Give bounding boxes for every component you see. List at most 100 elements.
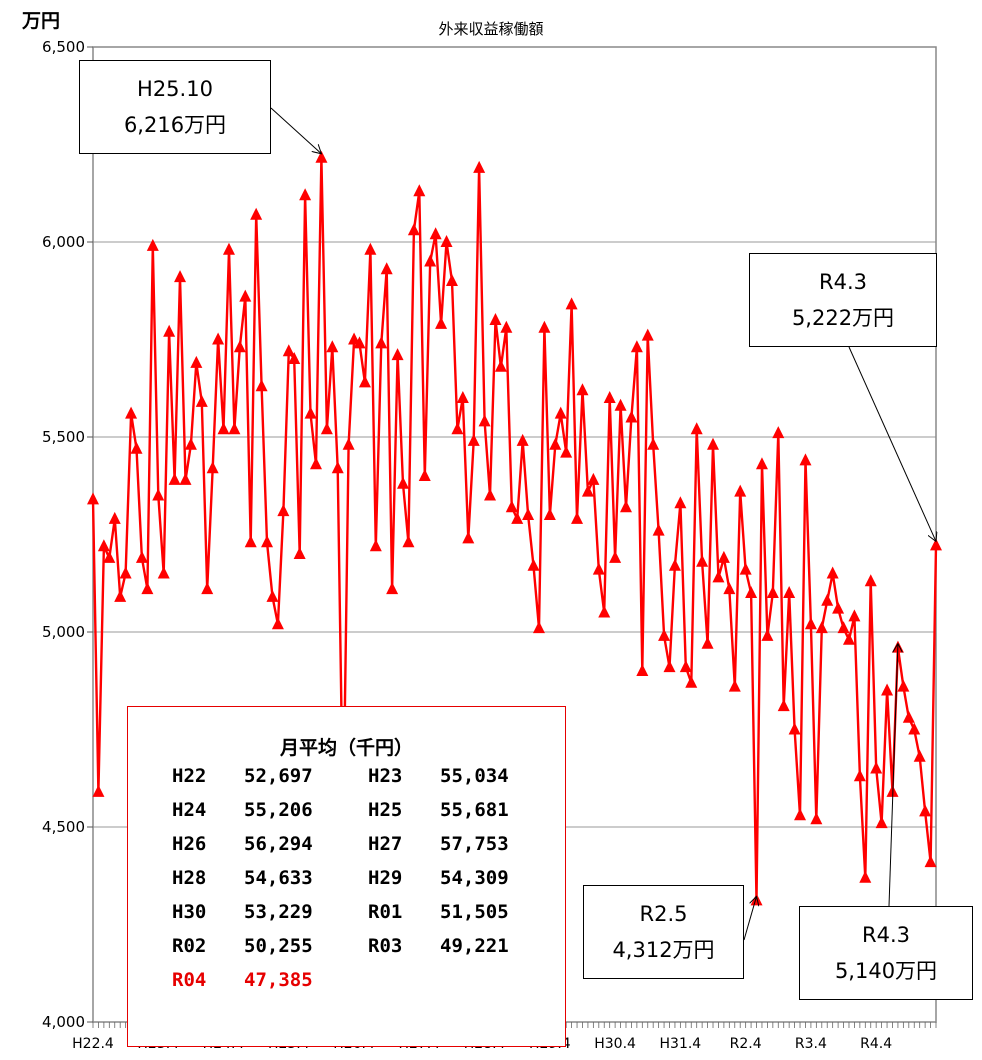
data-point-marker (163, 324, 176, 337)
average-row: H26 56,294 H27 57,753 (172, 833, 564, 855)
y-tick-label: 4,500 (42, 818, 85, 836)
data-point-marker (511, 511, 524, 524)
data-point-marker (728, 679, 741, 692)
data-point-marker (135, 550, 148, 563)
data-point-marker (799, 453, 812, 466)
data-point-marker (266, 589, 279, 602)
data-point-marker (614, 398, 627, 411)
data-point-marker (206, 461, 219, 474)
data-point-marker (712, 570, 725, 583)
y-unit-label: 万円 (21, 10, 60, 32)
data-point-marker (581, 484, 594, 497)
data-point-marker (233, 340, 246, 353)
data-point-marker (701, 636, 714, 649)
avg-value: 50,255 (244, 935, 313, 957)
callout-peak: H25.10 6,216万円 (79, 60, 271, 154)
data-point-marker (87, 492, 99, 505)
data-point-marker (282, 344, 295, 357)
data-point-marker (320, 422, 333, 435)
data-point-marker (92, 784, 105, 797)
y-tick-label: 5,500 (42, 428, 85, 446)
era-label: H29 (368, 867, 403, 889)
data-point-marker (919, 804, 932, 817)
callout-secondary: R4.3 5,140万円 (799, 906, 973, 1000)
data-point-marker (500, 320, 513, 333)
y-tick-label: 4,000 (42, 1013, 85, 1031)
y-tick-label: 5,000 (42, 623, 85, 641)
data-point-marker (592, 562, 605, 575)
data-point-marker (157, 566, 170, 579)
data-point-marker (244, 535, 257, 548)
data-point-marker (821, 593, 834, 606)
data-point-marker (549, 437, 562, 450)
data-point-marker (532, 621, 545, 634)
data-point-marker (543, 508, 556, 520)
era-label: R02 (172, 935, 207, 957)
data-point-marker (685, 675, 698, 688)
data-point-marker (658, 628, 671, 641)
average-row: H28 54,633 H29 54,309 (172, 867, 564, 889)
data-point-marker (271, 617, 284, 630)
data-point-marker (174, 270, 187, 283)
era-label: H30 (172, 901, 207, 923)
data-point-marker (522, 508, 535, 520)
data-point-marker (723, 582, 736, 595)
data-point-marker (739, 562, 752, 575)
data-point-marker (766, 586, 779, 598)
avg-value: 53,229 (244, 901, 313, 923)
data-point-marker (386, 582, 399, 595)
data-point-marker (179, 472, 192, 485)
data-point-marker (484, 488, 497, 501)
data-point-marker (516, 433, 529, 446)
data-point-marker (293, 547, 306, 559)
data-point-marker (755, 457, 768, 470)
data-point-marker (565, 297, 578, 310)
avg-value: 57,753 (440, 833, 509, 855)
avg-value: 55,206 (244, 799, 313, 821)
data-point-marker (576, 383, 589, 396)
data-point-marker (815, 621, 828, 634)
data-point-marker (250, 207, 263, 220)
data-point-marker (369, 539, 382, 552)
avg-value: 55,034 (440, 765, 509, 787)
data-point-marker (489, 313, 502, 325)
callout-low: R2.5 4,312万円 (583, 885, 744, 979)
era-label: H23 (368, 765, 403, 787)
data-point-marker (413, 184, 426, 197)
data-point-marker (777, 699, 790, 712)
data-point-marker (902, 710, 915, 723)
data-point-marker (380, 262, 393, 275)
data-point-marker (190, 355, 203, 368)
data-point-marker (277, 504, 290, 517)
data-point-marker (402, 535, 415, 548)
chart-title: 外来収益稼働額 (438, 20, 543, 38)
data-point-marker (212, 332, 225, 345)
callout-secondary-value: 5,140万円 (834, 959, 938, 983)
data-point-marker (783, 586, 796, 598)
data-point-marker (734, 484, 747, 497)
era-label: R01 (368, 901, 403, 923)
callout-leaders (270, 107, 936, 941)
data-point-marker (407, 223, 420, 236)
avg-value: 49,221 (440, 935, 509, 957)
data-point-marker (696, 554, 709, 567)
y-axis: 4,000 4,500 5,000 5,500 6,000 6,500 (42, 38, 93, 1031)
era-label: H25 (368, 799, 403, 821)
data-point-marker (445, 274, 458, 286)
data-point-marker (429, 227, 442, 240)
x-tick-label: R2.4 (730, 1036, 762, 1052)
data-point-marker (668, 558, 681, 571)
data-point-marker (571, 511, 584, 524)
data-point-marker (114, 589, 127, 602)
data-point-marker (554, 406, 567, 419)
callout-latest: R4.3 5,222万円 (749, 253, 937, 347)
data-point-marker (108, 511, 121, 524)
data-point-marker (679, 660, 692, 673)
series-line-path (91, 156, 938, 902)
data-point-marker (690, 422, 703, 435)
x-tick-label: H22.4 (72, 1036, 114, 1052)
data-point-marker (609, 550, 622, 563)
callout-latest-value: 5,222万円 (791, 306, 895, 330)
data-point-marker (97, 539, 110, 552)
